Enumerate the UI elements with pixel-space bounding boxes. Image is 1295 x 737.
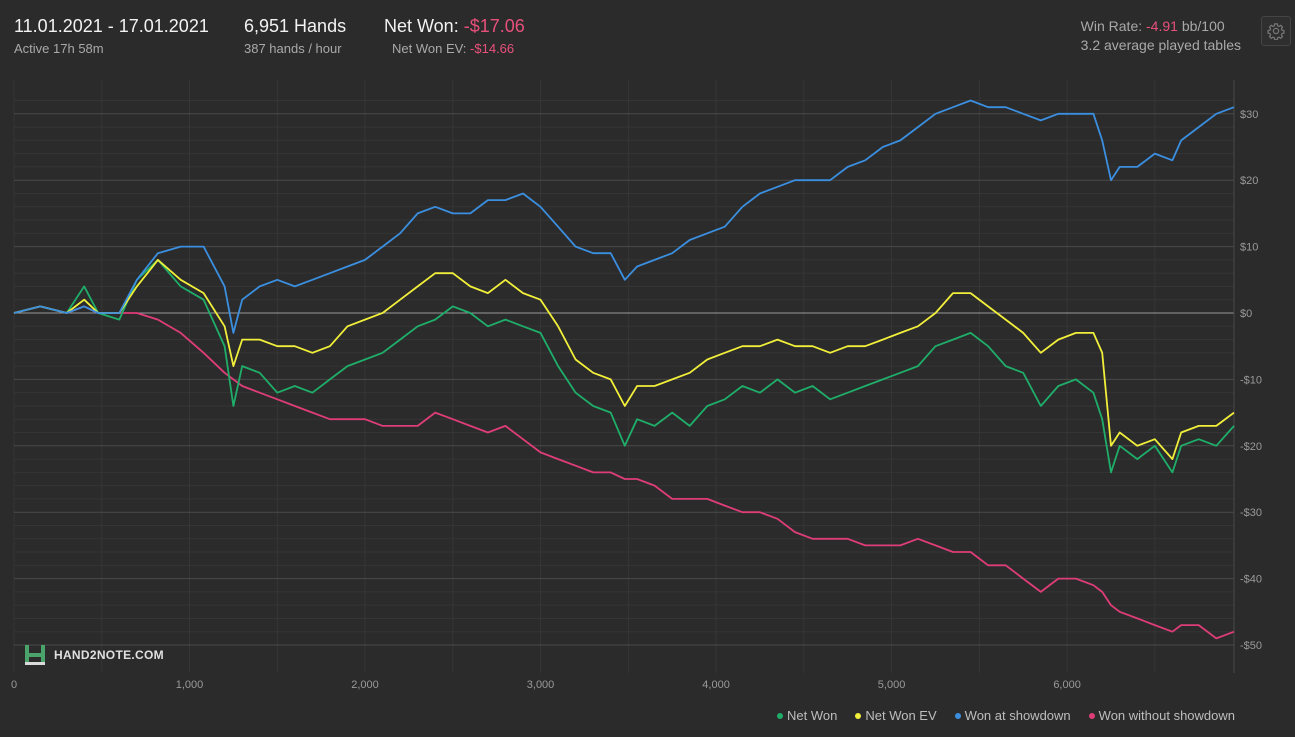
series-line-won-at-showdown	[13, 99, 1235, 334]
logo-text: HAND2NOTE.COM	[54, 648, 164, 662]
x-tick-label: 2,000	[351, 679, 379, 691]
x-tick-label: 3,000	[527, 679, 555, 691]
date-block: 11.01.2021 - 17.01.2021 Active 17h 58m	[14, 16, 209, 56]
active-time: Active 17h 58m	[14, 41, 104, 56]
net-won-ev-label: Net Won EV:	[392, 41, 471, 56]
y-tick-label: $10	[1240, 242, 1258, 254]
net-won-value: -$17.06	[463, 16, 525, 36]
net-won-legend-dot	[777, 712, 784, 719]
date-range: 11.01.2021 - 17.01.2021	[14, 16, 209, 36]
series-line-net-won-ev	[13, 259, 1235, 460]
series-line-won-without-showdown	[13, 305, 1235, 640]
net-won-ev: Net Won EV: -$14.66	[384, 41, 525, 56]
settings-button[interactable]	[1261, 16, 1291, 46]
legend-label-net-won: Net Won	[787, 708, 838, 723]
chart-grid	[13, 80, 1235, 673]
hands-rate: 387 hands / hour	[244, 41, 342, 56]
legend-item-won-showdown[interactable]: Won at showdown	[954, 708, 1071, 723]
won-without-showdown-legend-dot	[1088, 712, 1095, 719]
x-tick-label: 5,000	[878, 679, 906, 691]
legend-label-net-won-ev: Net Won EV	[865, 708, 937, 723]
net-won-ev-value: -$14.66	[470, 41, 515, 56]
legend-label-won-without-showdown: Won without showdown	[1098, 708, 1235, 723]
y-tick-label: $0	[1240, 308, 1252, 320]
x-tick-label: 4,000	[702, 679, 730, 691]
x-tick-label: 1,000	[176, 679, 204, 691]
y-tick-label: -$40	[1240, 574, 1262, 586]
x-axis-ticks: 0 1,000 2,000 3,000 4,000 5,000 6,000	[11, 679, 1081, 691]
net-won-block: Net Won: -$17.06 Net Won EV: -$14.66	[384, 16, 525, 56]
hands-count: 6,951 Hands	[244, 16, 347, 36]
hands-block: 6,951 Hands 387 hands / hour	[244, 16, 346, 56]
y-tick-label: -$10	[1240, 374, 1262, 386]
legend-label-won-showdown: Won at showdown	[964, 708, 1071, 723]
series-line-net-won	[13, 259, 1235, 474]
gear-icon	[1267, 23, 1285, 40]
y-axis-ticks: $30 $20 $10 $0 -$10 -$20 -$30 -$40 -$50	[1240, 109, 1262, 652]
hand2note-logo: HAND2NOTE.COM	[24, 644, 164, 666]
y-tick-label: -$50	[1240, 640, 1262, 652]
win-rate-value: -4.91	[1146, 18, 1178, 34]
y-tick-label: -$20	[1240, 441, 1262, 453]
y-tick-label: $20	[1240, 175, 1258, 187]
chart-series	[13, 99, 1235, 640]
win-rate: Win Rate: -4.91 bb/100	[1081, 18, 1241, 34]
legend-item-won-without-showdown[interactable]: Won without showdown	[1088, 708, 1235, 723]
chart-legend: Net Won Net Won EV Won at showdown Won w…	[777, 708, 1235, 723]
legend-item-net-won-ev[interactable]: Net Won EV	[855, 708, 937, 723]
win-rate-block: Win Rate: -4.91 bb/100 3.2 average playe…	[1081, 18, 1241, 56]
y-tick-label: -$30	[1240, 507, 1262, 519]
net-won: Net Won: -$17.06	[384, 16, 525, 37]
y-tick-label: $30	[1240, 109, 1258, 121]
summary-header: 11.01.2021 - 17.01.2021 Active 17h 58m 6…	[0, 0, 1295, 70]
net-won-label: Net Won:	[384, 16, 464, 36]
win-rate-unit: bb/100	[1177, 18, 1225, 34]
x-tick-label: 0	[11, 679, 17, 691]
net-won-ev-legend-dot	[855, 712, 862, 719]
legend-item-net-won[interactable]: Net Won	[777, 708, 837, 723]
won-showdown-legend-dot	[954, 712, 961, 719]
hand2note-logo-icon	[25, 645, 45, 665]
x-tick-label: 6,000	[1053, 679, 1081, 691]
average-tables: 3.2 average played tables	[1080, 37, 1241, 53]
win-rate-label: Win Rate:	[1080, 18, 1147, 34]
